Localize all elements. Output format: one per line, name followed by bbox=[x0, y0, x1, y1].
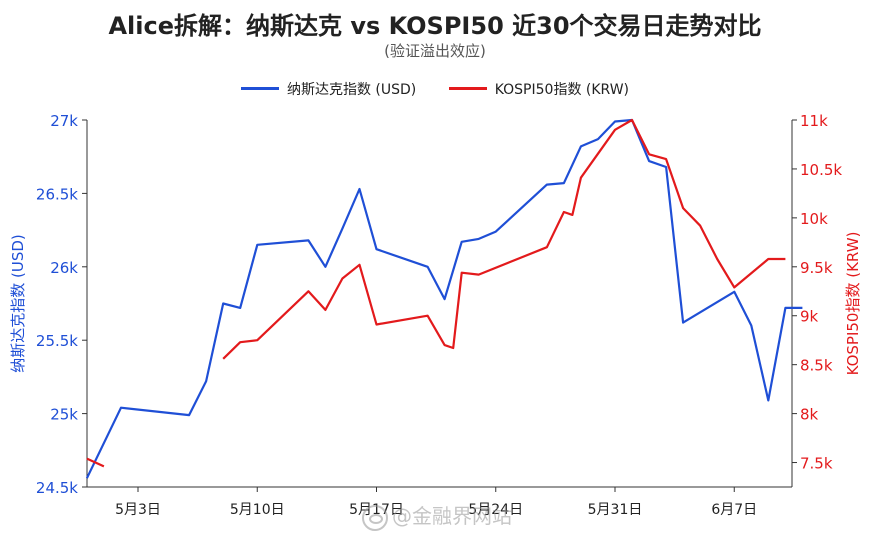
watermark: @金融界网站 bbox=[362, 500, 512, 531]
left-tick-label: 25.5k bbox=[36, 332, 78, 350]
right-tick-label: 11k bbox=[800, 112, 828, 130]
x-tick-label: 6月7日 bbox=[711, 502, 757, 518]
right-tick-label: 8.5k bbox=[800, 357, 833, 375]
left-tick-label: 24.5k bbox=[36, 479, 78, 497]
weibo-logo-icon bbox=[362, 504, 388, 531]
right-tick-label: 7.5k bbox=[800, 455, 833, 473]
x-tick-label: 5月24日 bbox=[468, 502, 523, 518]
chart-subtitle: (验证溢出效应) bbox=[384, 42, 486, 60]
right-tick-label: 9.5k bbox=[800, 259, 833, 277]
right-tick-label: 9k bbox=[800, 308, 819, 326]
left-axis-title: 纳斯达克指数 (USD) bbox=[9, 234, 27, 373]
right-tick-label: 8k bbox=[800, 406, 819, 424]
legend-label-kospi: KOSPI50指数 (KRW) bbox=[494, 81, 629, 98]
legend-item-nasdaq: 纳斯达克指数 (USD) bbox=[240, 79, 417, 99]
x-tick-label: 5月3日 bbox=[115, 502, 161, 518]
left-tick-label: 26.5k bbox=[36, 185, 78, 203]
x-tick-label: 5月31日 bbox=[588, 502, 643, 518]
left-tick-label: 25k bbox=[50, 406, 78, 424]
legend: 纳斯达克指数 (USD) KOSPI50指数 (KRW) bbox=[0, 78, 870, 99]
right-axis-title: KOSPI50指数 (KRW) bbox=[844, 232, 862, 376]
series-line-kospi-segment bbox=[86, 457, 105, 468]
series-line-nasdaq bbox=[85, 118, 803, 479]
left-tick-label: 26k bbox=[50, 259, 78, 277]
x-tick-label: 5月10日 bbox=[230, 502, 285, 518]
left-tick-label: 27k bbox=[50, 112, 78, 130]
right-tick-label: 10.5k bbox=[800, 161, 842, 179]
chart-title: Alice拆解：纳斯达克 vs KOSPI50 近30个交易日走势对比 bbox=[108, 12, 762, 40]
series-line-kospi-segment bbox=[222, 118, 786, 360]
legend-swatch-nasdaq bbox=[240, 87, 279, 90]
watermark-text: @金融界网站 bbox=[392, 504, 512, 528]
legend-label-nasdaq: 纳斯达克指数 (USD) bbox=[286, 81, 417, 98]
legend-item-kospi: KOSPI50指数 (KRW) bbox=[448, 79, 629, 99]
right-tick-label: 10k bbox=[800, 210, 828, 228]
legend-swatch-kospi bbox=[448, 87, 487, 90]
